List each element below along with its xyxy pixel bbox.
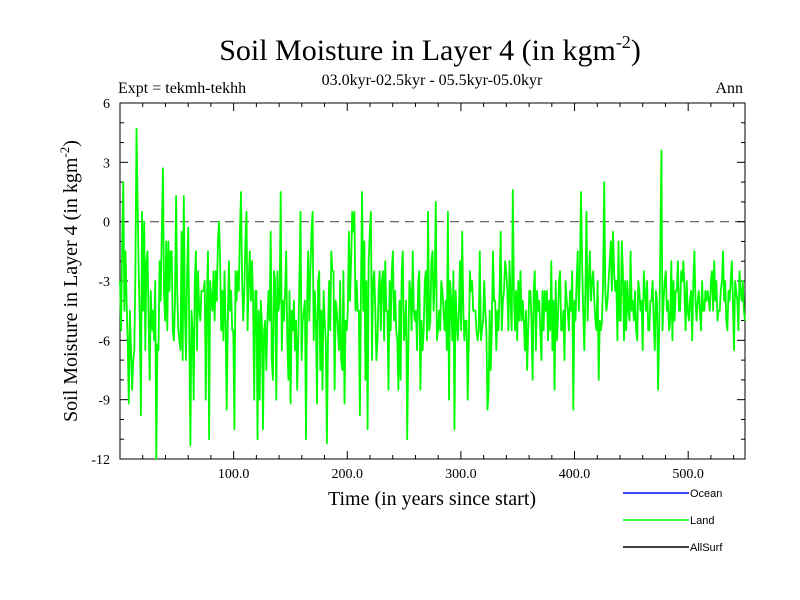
x-tick-label: 100.0 bbox=[218, 467, 250, 482]
x-tick-label: 300.0 bbox=[445, 467, 477, 482]
y-axis-title: Soil Moisture in Layer 4 (in kgm-2) bbox=[57, 140, 82, 422]
y-tick-label: -9 bbox=[98, 394, 110, 409]
y-axis: -12 -9 -6 -3 0 3 6 bbox=[91, 97, 745, 468]
legend-allsurf-label: AllSurf bbox=[690, 542, 723, 554]
y-tick-label: -12 bbox=[91, 453, 110, 468]
series-land-line bbox=[119, 127, 746, 460]
x-tick-label: 500.0 bbox=[672, 467, 704, 482]
x-tick-label: 200.0 bbox=[332, 467, 364, 482]
y-tick-label: -6 bbox=[98, 334, 110, 349]
season-label: Ann bbox=[715, 80, 743, 97]
x-tick-label: 400.0 bbox=[559, 467, 591, 482]
y-tick-label: 0 bbox=[103, 216, 110, 231]
y-tick-label: -3 bbox=[98, 275, 110, 290]
x-axis-title: Time (in years since start) bbox=[328, 488, 536, 510]
x-axis: 100.0 200.0 300.0 400.0 500.0 bbox=[142, 103, 735, 482]
legend: Ocean Land AllSurf bbox=[623, 488, 723, 554]
y-tick-label: 6 bbox=[103, 97, 110, 112]
legend-land-label: Land bbox=[690, 515, 714, 527]
experiment-label: Expt = tekmh-tekhh bbox=[118, 80, 246, 97]
y-tick-label: 3 bbox=[103, 156, 110, 171]
legend-ocean-label: Ocean bbox=[690, 488, 722, 500]
chart-subtitle: 03.0kyr-02.5kyr - 05.5kyr-05.0kyr bbox=[322, 72, 543, 89]
chart-title: Soil Moisture in Layer 4 (in kgm-2) bbox=[219, 32, 641, 67]
